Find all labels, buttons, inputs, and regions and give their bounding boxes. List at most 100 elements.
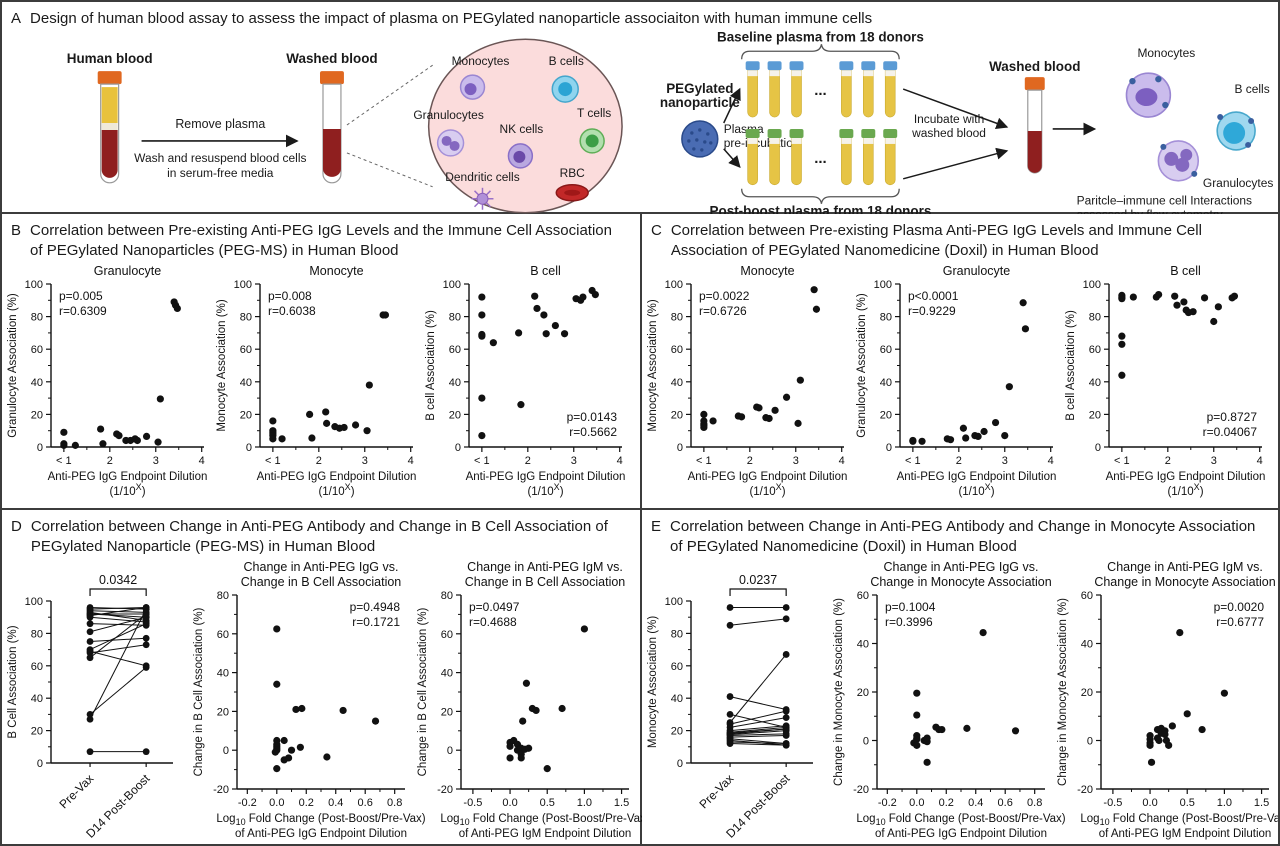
svg-text:-20: -20	[853, 784, 869, 796]
svg-text:60: 60	[1081, 590, 1093, 602]
chart-d-igg-svg: -20 0 20 40 60 80 Change in B Cell Association…	[193, 560, 426, 840]
svg-text:4: 4	[839, 455, 845, 467]
chart-b-bcell: 0 20 40 60 80 100 B cell Association (%) < 1 2 3 4…	[423, 261, 632, 499]
svg-text:0: 0	[886, 442, 892, 454]
svg-text:p=0.1004: p=0.1004	[885, 600, 936, 614]
panel-e: E Correlation between Change in Anti-PEG…	[642, 510, 1280, 844]
svg-text:Log10 Fold Change (Post-Boost/: Log10 Fold Change (Post-Boost/Pre-Vax)	[216, 813, 425, 827]
wash-label-line2: in serum-free media	[167, 165, 274, 179]
svg-text:< 1: < 1	[905, 455, 921, 467]
svg-text:(1/10X): (1/10X)	[1167, 482, 1203, 498]
panel-a-letter: A	[11, 10, 22, 27]
svg-text:60: 60	[441, 629, 453, 641]
svg-text:40: 40	[217, 668, 229, 680]
svg-text:Monocyte Association (%): Monocyte Association (%)	[216, 299, 228, 431]
svg-text:0.0: 0.0	[909, 797, 924, 809]
monocytes-right-label: Monocytes	[1137, 46, 1195, 60]
svg-text:p=0.0020: p=0.0020	[1214, 600, 1265, 614]
svg-text:< 1: < 1	[696, 455, 712, 467]
flow-cytometry-caption1: Paritcle–immune cell Interactions	[1077, 193, 1252, 207]
svg-text:4: 4	[1257, 455, 1263, 467]
svg-text:100: 100	[874, 279, 892, 291]
svg-text:0.0342: 0.0342	[99, 573, 137, 587]
panel-e-title: E Correlation between Change in Anti-PEG…	[642, 510, 1278, 556]
svg-text:Log10 Fold Change (Post-Boost/: Log10 Fold Change (Post-Boost/Pre-Vax)	[1080, 813, 1280, 827]
svg-text:0: 0	[246, 442, 252, 454]
svg-text:1.5: 1.5	[614, 797, 629, 809]
panel-d-title-text: Correlation between Change in Anti-PEG A…	[30, 518, 608, 555]
baseline-brace	[741, 43, 900, 59]
svg-text:Log10 Fold Change (Post-Boost/: Log10 Fold Change (Post-Boost/Pre-Vax)	[856, 813, 1065, 827]
svg-text:0.2: 0.2	[939, 797, 954, 809]
svg-text:-0.2: -0.2	[878, 797, 897, 809]
svg-text:20: 20	[1089, 409, 1101, 421]
chart-b-bcell-svg: 0 20 40 60 80 100 B cell Association (%) < 1 2 3 4…	[425, 264, 626, 498]
panel-b-title: B Correlation between Pre-existing Anti-…	[2, 214, 640, 260]
svg-text:p=0.008: p=0.008	[268, 289, 312, 303]
svg-text:B Cell Association (%): B Cell Association (%)	[7, 625, 19, 738]
svg-text:Pre-Vax: Pre-Vax	[696, 771, 736, 811]
svg-text:Monocyte: Monocyte	[309, 264, 363, 278]
svg-text:2: 2	[316, 455, 322, 467]
svg-text:-20: -20	[437, 784, 453, 796]
svg-text:80: 80	[671, 312, 683, 324]
plasma-preincubation-label2: pre-incubation	[724, 135, 800, 149]
svg-text:2: 2	[525, 455, 531, 467]
panel-c-title-text: Correlation between Pre-existing Plasma …	[670, 222, 1202, 259]
svg-text:Granulocyte Association (%): Granulocyte Association (%)	[856, 293, 868, 438]
ellipsis-top: ...	[814, 82, 826, 99]
svg-text:3: 3	[1002, 455, 1008, 467]
svg-text:p=0.0022: p=0.0022	[699, 289, 750, 303]
svg-text:0: 0	[447, 745, 453, 757]
panel-b: B Correlation between Pre-existing Anti-…	[2, 214, 642, 510]
ellipsis-bottom: ...	[814, 149, 826, 166]
svg-text:p=0.4948: p=0.4948	[350, 600, 401, 614]
svg-text:3: 3	[793, 455, 799, 467]
nanoparticle-dots	[687, 127, 713, 152]
svg-text:-20: -20	[213, 784, 229, 796]
human-blood-label: Human blood	[67, 51, 153, 66]
chart-d-paired-svg: 0 20 40 60 80 100 B Cell Association (%) 0.0342…	[7, 573, 173, 841]
panel-a-title-text: Design of human blood assay to assess th…	[30, 10, 873, 27]
svg-text:of Anti-PEG IgG Endpoint Dilut: of Anti-PEG IgG Endpoint Dilution	[875, 828, 1047, 840]
svg-text:r=0.6777: r=0.6777	[1216, 615, 1264, 629]
svg-text:40: 40	[449, 377, 461, 389]
svg-text:(1/10X): (1/10X)	[958, 482, 994, 498]
svg-text:(1/10X): (1/10X)	[749, 482, 785, 498]
svg-text:Monocyte Association (%): Monocyte Association (%)	[647, 299, 659, 431]
svg-text:r=0.04067: r=0.04067	[1203, 425, 1258, 439]
svg-text:40: 40	[671, 377, 683, 389]
svg-text:80: 80	[880, 312, 892, 324]
svg-text:Pre-Vax: Pre-Vax	[56, 771, 96, 811]
svg-text:r=0.4688: r=0.4688	[469, 615, 517, 629]
svg-text:40: 40	[1081, 639, 1093, 651]
svg-text:0: 0	[37, 758, 43, 770]
panel-a-title: A Design of human blood assay to assess …	[2, 2, 1278, 29]
svg-text:100: 100	[1083, 279, 1101, 291]
svg-text:60: 60	[217, 629, 229, 641]
svg-text:0.0: 0.0	[269, 797, 284, 809]
svg-text:60: 60	[880, 344, 892, 356]
svg-text:0: 0	[1095, 442, 1101, 454]
svg-text:100: 100	[234, 279, 252, 291]
svg-text:20: 20	[31, 726, 43, 738]
remove-plasma-label: Remove plasma	[175, 116, 265, 130]
blood-cells-circle: Monocytes B cells Granulocytes NK cells …	[413, 38, 623, 213]
chart-e-igm: -20 0 20 40 60 Change in Monocyte Association…	[1055, 557, 1280, 841]
svg-text:r=0.6309: r=0.6309	[59, 304, 107, 318]
remove-plasma-arrow: Remove plasma Wash and resuspend blood c…	[134, 116, 306, 179]
svg-text:100: 100	[443, 279, 461, 291]
chart-c-monocyte: 0 20 40 60 80 100 Monocyte Association (%) < 1 2…	[645, 261, 854, 499]
svg-text:Change in Anti-PEG IgG vs.: Change in Anti-PEG IgG vs.	[884, 560, 1039, 574]
svg-text:40: 40	[31, 693, 43, 705]
svg-text:40: 40	[1089, 377, 1101, 389]
svg-text:4: 4	[199, 455, 205, 467]
svg-text:0.8: 0.8	[387, 797, 402, 809]
svg-text:Anti-PEG IgG Endpoint Dilution: Anti-PEG IgG Endpoint Dilution	[466, 471, 626, 483]
svg-text:of Anti-PEG IgM Endpoint Dilut: of Anti-PEG IgM Endpoint Dilution	[1099, 828, 1272, 840]
svg-text:60: 60	[671, 661, 683, 673]
svg-text:20: 20	[449, 409, 461, 421]
svg-text:20: 20	[671, 409, 683, 421]
svg-text:Anti-PEG IgG Endpoint Dilution: Anti-PEG IgG Endpoint Dilution	[48, 471, 208, 483]
